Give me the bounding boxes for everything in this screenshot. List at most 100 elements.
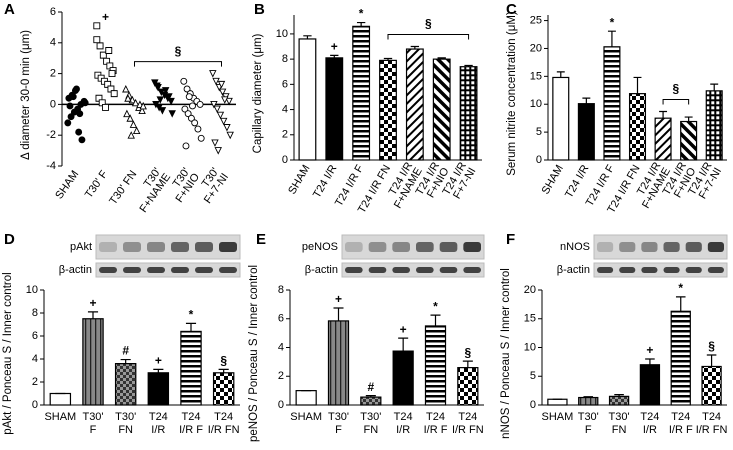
panel-letter: F (506, 231, 515, 248)
y-axis-label: Serum nitrite concentration (μM) (506, 11, 518, 176)
y-tick-label: 8 (282, 53, 288, 65)
data-point (216, 111, 225, 120)
bracket (662, 98, 690, 105)
error-bar (120, 358, 131, 364)
data-point (185, 93, 193, 101)
x-tick-label: T24 (426, 411, 445, 423)
bar (327, 320, 350, 406)
y-tick-label: 6 (32, 330, 38, 342)
bracket-label: § (673, 82, 680, 96)
bar (212, 372, 235, 406)
bar (670, 310, 691, 406)
y-axis-label: pAkt / Ponceau S / Inner control (2, 272, 14, 434)
blot-strip (593, 262, 728, 278)
data-point (66, 102, 74, 110)
y-tick-label: 6 (50, 6, 56, 18)
x-tick-label: SHAM (540, 163, 566, 197)
bar (603, 46, 621, 161)
y-tick-label: 0 (536, 154, 542, 166)
x-tick-label: SHAM (286, 163, 312, 197)
y-tick-label: 5 (536, 126, 542, 138)
y-tick-label: 4 (282, 103, 288, 115)
bar (379, 59, 397, 161)
blot-band (663, 267, 680, 273)
y-tick-label: 2 (50, 68, 56, 80)
annotation: § (708, 339, 715, 353)
error-bar (330, 54, 339, 58)
blot-band (439, 242, 458, 252)
annotation: # (122, 344, 129, 358)
annotation: § (220, 354, 227, 368)
x-tick-label: T24 (214, 411, 233, 423)
annotation: + (335, 292, 342, 306)
bar (547, 398, 568, 406)
y-tick-label: 20 (530, 42, 542, 54)
annotation: + (400, 322, 407, 336)
data-point (226, 131, 234, 140)
y-tick-label: 4 (278, 341, 284, 353)
error-bar (462, 360, 473, 368)
blot-band (345, 242, 363, 252)
x-tick-label: T24 (671, 411, 690, 423)
data-point (158, 107, 167, 115)
bar (295, 390, 317, 406)
y-axis-label: Δ diameter 30-0 min (μm) (20, 30, 32, 160)
data-point (180, 77, 188, 85)
bar (552, 76, 570, 161)
data-point (78, 136, 86, 144)
error-bar (383, 57, 393, 61)
bar (701, 365, 722, 406)
error-bar (645, 358, 655, 365)
data-point (212, 77, 220, 86)
data-point (165, 93, 173, 101)
y-tick-label: -2 (46, 129, 56, 141)
y-tick-label: 6 (278, 313, 284, 325)
data-point (102, 104, 109, 111)
data-point (123, 109, 131, 118)
data-point (132, 126, 141, 135)
bracket-label: § (175, 44, 182, 58)
blot-strip (593, 234, 728, 260)
annotation: + (646, 343, 653, 357)
x-tick-label: T24 (182, 411, 201, 423)
blot-band (219, 242, 237, 252)
blot-strip (95, 234, 241, 260)
y-tick-label: 20 (524, 284, 536, 296)
data-point (105, 47, 113, 54)
blot-band (123, 242, 141, 252)
data-point (209, 70, 217, 78)
data-point (129, 120, 138, 128)
y-tick-label: 10 (530, 98, 542, 110)
y-tick-label: 10 (26, 284, 38, 296)
data-point (110, 90, 118, 98)
blot-label: peNOS (302, 241, 338, 253)
data-point (221, 96, 229, 104)
x-tick-label: T24 I/R (311, 163, 339, 200)
y-tick-label: 6 (282, 78, 288, 90)
error-bar (333, 307, 344, 321)
x-tick-label: T30' (115, 411, 136, 423)
y-tick-label: 5 (530, 370, 536, 382)
annotation: + (102, 10, 109, 24)
y-tick-label: 0 (530, 399, 536, 411)
y-tick-label: 4 (50, 37, 56, 49)
data-point (181, 105, 189, 113)
annotation: * (678, 281, 683, 295)
bar (298, 38, 317, 161)
data-point (153, 82, 161, 90)
bar (459, 66, 478, 161)
blot-band (641, 242, 658, 252)
x-tick-label: T24 (149, 411, 168, 423)
x-tick-label: I/R FN (696, 424, 728, 436)
blot-band (123, 267, 141, 273)
y-tick-label: 4 (32, 353, 38, 365)
error-bar (710, 83, 719, 91)
data-point (64, 119, 72, 127)
y-tick-label: 0 (282, 154, 288, 166)
blot-band (416, 242, 434, 252)
error-bar (218, 368, 229, 373)
y-axis-label: peNOS / Ponceau S / Inner control (248, 265, 260, 442)
data-point (211, 139, 219, 147)
blot-band (195, 242, 213, 252)
x-tick-label: T30' (82, 411, 103, 423)
